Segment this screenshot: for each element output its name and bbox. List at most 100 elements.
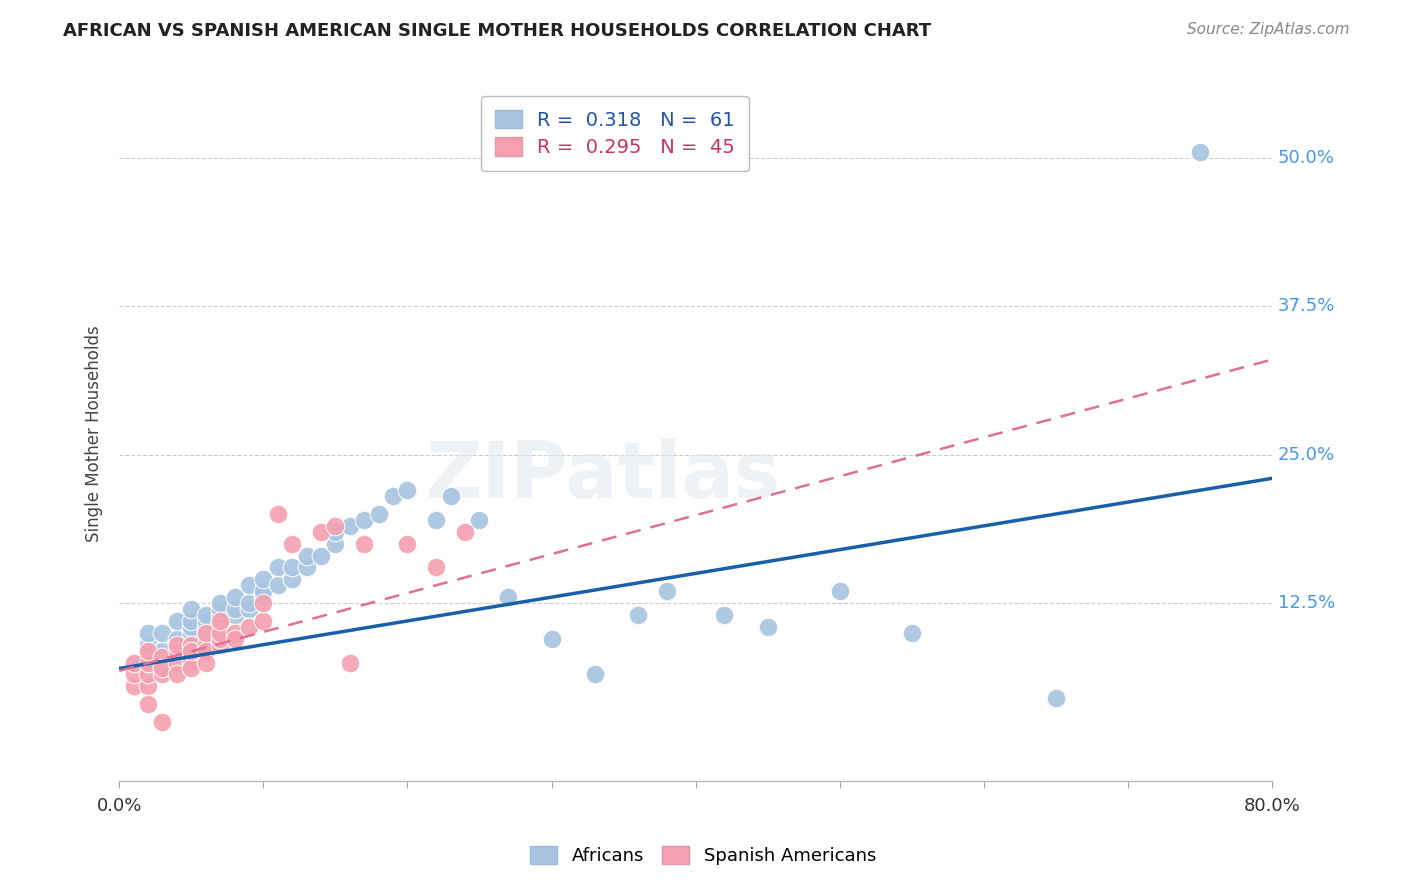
Point xyxy=(339,656,361,670)
Point xyxy=(295,560,318,574)
Point xyxy=(252,584,274,599)
Point xyxy=(238,602,260,616)
Point xyxy=(396,483,419,498)
Point xyxy=(339,519,361,533)
Text: AFRICAN VS SPANISH AMERICAN SINGLE MOTHER HOUSEHOLDS CORRELATION CHART: AFRICAN VS SPANISH AMERICAN SINGLE MOTHE… xyxy=(63,22,931,40)
Point xyxy=(194,638,217,652)
Point xyxy=(180,620,202,634)
Point xyxy=(900,625,922,640)
Point xyxy=(209,625,232,640)
Point xyxy=(152,643,174,657)
Point xyxy=(756,620,779,634)
Text: Source: ZipAtlas.com: Source: ZipAtlas.com xyxy=(1187,22,1350,37)
Point xyxy=(267,560,290,574)
Point xyxy=(309,524,332,539)
Point xyxy=(396,537,419,551)
Point xyxy=(252,590,274,604)
Point xyxy=(209,620,232,634)
Point xyxy=(828,584,851,599)
Text: 0.0%: 0.0% xyxy=(97,797,142,814)
Text: 80.0%: 80.0% xyxy=(1243,797,1301,814)
Point xyxy=(325,519,347,533)
Point xyxy=(136,649,159,664)
Point xyxy=(224,632,246,646)
Point xyxy=(252,572,274,586)
Point xyxy=(325,537,347,551)
Point xyxy=(353,537,375,551)
Point xyxy=(713,607,735,622)
Point xyxy=(136,679,159,693)
Point xyxy=(540,632,562,646)
Point xyxy=(166,632,188,646)
Point xyxy=(454,524,477,539)
Point xyxy=(367,507,389,521)
Point xyxy=(194,620,217,634)
Point xyxy=(122,656,145,670)
Point xyxy=(194,625,217,640)
Point xyxy=(180,643,202,657)
Point xyxy=(382,489,405,503)
Point xyxy=(136,697,159,711)
Point xyxy=(166,638,188,652)
Point xyxy=(136,656,159,670)
Point xyxy=(152,714,174,729)
Point xyxy=(136,643,159,657)
Point xyxy=(281,560,304,574)
Point xyxy=(627,607,650,622)
Point xyxy=(209,602,232,616)
Point xyxy=(209,638,232,652)
Point xyxy=(136,667,159,681)
Point xyxy=(325,524,347,539)
Point xyxy=(180,614,202,628)
Point xyxy=(180,656,202,670)
Point xyxy=(152,667,174,681)
Point xyxy=(440,489,463,503)
Point xyxy=(252,596,274,610)
Point xyxy=(122,679,145,693)
Point xyxy=(209,632,232,646)
Point xyxy=(281,572,304,586)
Point xyxy=(238,596,260,610)
Text: 37.5%: 37.5% xyxy=(1278,297,1336,315)
Point xyxy=(194,625,217,640)
Point xyxy=(166,649,188,664)
Y-axis label: Single Mother Households: Single Mother Households xyxy=(86,326,103,542)
Point xyxy=(152,649,174,664)
Point xyxy=(152,625,174,640)
Point xyxy=(238,620,260,634)
Point xyxy=(1188,145,1211,159)
Point xyxy=(136,625,159,640)
Point xyxy=(281,537,304,551)
Point xyxy=(136,638,159,652)
Point xyxy=(224,590,246,604)
Point xyxy=(166,667,188,681)
Point xyxy=(498,590,520,604)
Point xyxy=(425,560,447,574)
Point xyxy=(122,656,145,670)
Point xyxy=(468,513,491,527)
Point xyxy=(194,607,217,622)
Point xyxy=(194,656,217,670)
Point xyxy=(309,549,332,563)
Point xyxy=(152,661,174,675)
Point xyxy=(267,578,290,592)
Legend: R =  0.318   N =  61, R =  0.295   N =  45: R = 0.318 N = 61, R = 0.295 N = 45 xyxy=(481,96,749,171)
Point xyxy=(152,656,174,670)
Point xyxy=(238,578,260,592)
Point xyxy=(209,614,232,628)
Point xyxy=(180,638,202,652)
Text: 12.5%: 12.5% xyxy=(1278,594,1334,612)
Point xyxy=(166,656,188,670)
Point xyxy=(194,614,217,628)
Point xyxy=(252,614,274,628)
Point xyxy=(1045,691,1067,706)
Point xyxy=(166,638,188,652)
Point xyxy=(224,602,246,616)
Point xyxy=(194,643,217,657)
Point xyxy=(209,607,232,622)
Point xyxy=(166,614,188,628)
Point xyxy=(224,625,246,640)
Point xyxy=(353,513,375,527)
Point xyxy=(180,602,202,616)
Point xyxy=(166,643,188,657)
